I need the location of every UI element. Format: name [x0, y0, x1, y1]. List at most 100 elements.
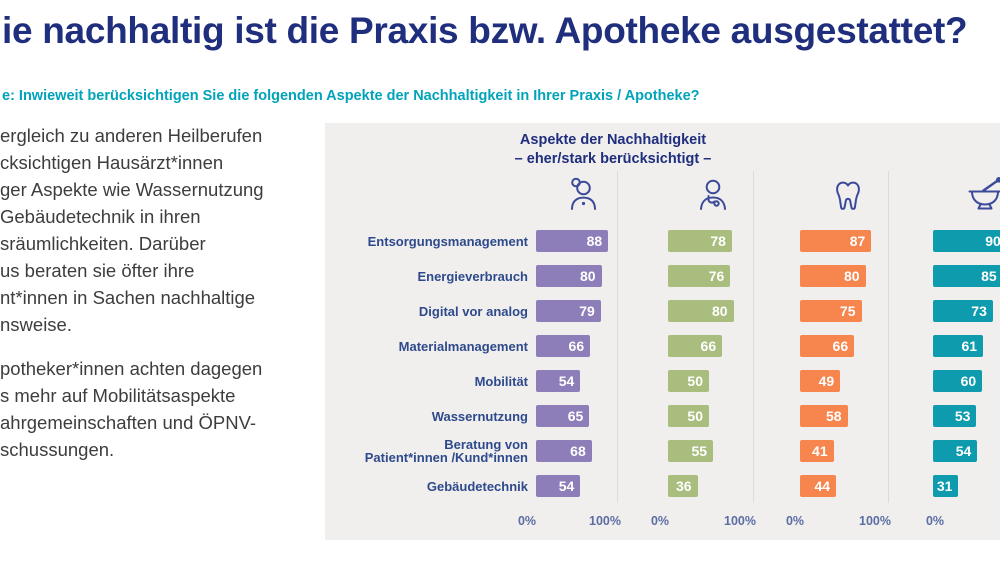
category-label: Wassernutzung [431, 408, 528, 424]
bar-track: 68 [536, 440, 618, 462]
bar-value-label: 66 [700, 338, 717, 354]
bar: 79 [536, 300, 601, 322]
table-row: Beratung von Patient*innen /Kund*innen 6… [325, 437, 1000, 465]
axis-tick-0pct: 0% [925, 514, 945, 528]
bar-track: 61 [933, 335, 1000, 357]
bar-value-label: 61 [961, 338, 978, 354]
chart-panel: Aspekte der Nachhaltigkeit – eher/stark … [325, 123, 1000, 540]
bar: 87 [800, 230, 872, 252]
bar-track: 36 [668, 475, 750, 497]
bar-value-label: 49 [818, 373, 835, 389]
axis-tick-0pct: 0% [517, 514, 537, 528]
mortar-pestle-icon [963, 175, 1000, 219]
bar-track: 31 [933, 475, 1000, 497]
category-label: Gebäudetechnik [426, 478, 528, 494]
bar-track: 90 [933, 230, 1000, 252]
page-title: ie nachhaltig ist die Praxis bzw. Apothe… [2, 10, 968, 51]
bar-value-label: 66 [832, 338, 849, 354]
bar: 78 [668, 230, 732, 252]
table-row: Mobilität 54 50 49 60 [325, 370, 1000, 392]
bar-track: 54 [536, 475, 618, 497]
bar-track: 78 [668, 230, 750, 252]
bar-track: 58 [800, 405, 882, 427]
bar: 88 [536, 230, 609, 252]
chart-title-line1: Aspekte der Nachhaltigkeit [519, 132, 707, 148]
bar-track: 79 [536, 300, 618, 322]
bar: 66 [668, 335, 723, 357]
bar-value-label: 73 [971, 303, 987, 319]
doctor-stethoscope-icon [691, 175, 735, 219]
table-row: Materialmanagement 66 66 66 61 [325, 335, 1000, 357]
bar: 73 [933, 300, 993, 322]
axis-tick-0pct: 0% [785, 514, 805, 528]
bar-value-label: 80 [712, 303, 728, 319]
bar-track: 50 [668, 370, 750, 392]
bar: 31 [933, 475, 959, 497]
bar-track: 49 [800, 370, 882, 392]
bar: 76 [668, 265, 731, 287]
commentary-line: sräumlichkeiten. Darüber [0, 233, 206, 254]
bar-value-label: 54 [558, 373, 575, 389]
bar: 41 [800, 440, 834, 462]
bar: 80 [536, 265, 602, 287]
bar-value-label: 87 [849, 233, 866, 249]
bar-value-label: 53 [954, 408, 971, 424]
commentary-line: ergleich zu anderen Heilberufen [0, 125, 263, 146]
chart-title-line2: – eher/stark berücksichtigt – [514, 151, 712, 167]
bar: 66 [536, 335, 591, 357]
commentary-line: ahrgemeinschaften und ÖPNV- [0, 412, 257, 433]
bar-track: 65 [536, 405, 618, 427]
commentary-line: nt*innen in Sachen nachhaltige [0, 287, 256, 308]
table-row: Energieverbrauch 80 76 80 85 [325, 265, 1000, 287]
bar: 65 [536, 405, 590, 427]
bar-value-label: 44 [814, 478, 831, 494]
bar-track: 88 [536, 230, 618, 252]
bar-value-label: 50 [687, 373, 703, 389]
bar-value-label: 31 [936, 478, 953, 494]
commentary-line: schussungen. [0, 439, 115, 460]
survey-question: e: Inwieweit berücksichtigen Sie die fol… [2, 88, 700, 104]
bar: 80 [668, 300, 734, 322]
commentary-line: s mehr auf Mobilitätsaspekte [0, 385, 236, 406]
category-label: Digital vor analog [418, 303, 528, 319]
axis-tick-100pct: 100% [859, 514, 891, 528]
bar: 85 [933, 265, 1000, 287]
commentary-line: us beraten sie öfter ihre [0, 260, 195, 281]
bar-value-label: 55 [691, 443, 708, 459]
bar-value-label: 88 [586, 233, 603, 249]
category-label: Mobilität [474, 373, 528, 389]
bar-track: 41 [800, 440, 882, 462]
bar-value-label: 80 [580, 268, 596, 284]
female-doctor-icon [561, 175, 605, 219]
bar-track: 54 [933, 440, 1000, 462]
bar-track: 54 [536, 370, 618, 392]
bar-value-label: 54 [558, 478, 575, 494]
bar-value-label: 75 [839, 303, 856, 319]
bar-track: 87 [800, 230, 882, 252]
commentary-paragraph-1: ergleich zu anderen Heilberufen cksichti… [0, 122, 320, 338]
bar-value-label: 68 [570, 443, 586, 459]
bar: 36 [668, 475, 698, 497]
tooth-icon [826, 175, 870, 219]
commentary-line: nsweise. [0, 314, 72, 335]
bar: 53 [933, 405, 977, 427]
bar-value-label: 54 [955, 443, 972, 459]
category-label: Energieverbrauch [417, 268, 528, 284]
bar-track: 50 [668, 405, 750, 427]
bar-value-label: 79 [579, 303, 595, 319]
bar: 61 [933, 335, 984, 357]
bar: 68 [536, 440, 592, 462]
bar-track: 85 [933, 265, 1000, 287]
category-label: Entsorgungsmanagement [367, 233, 528, 249]
bar-value-label: 66 [568, 338, 585, 354]
bar-value-label: 60 [960, 373, 977, 389]
bar-value-label: 36 [675, 478, 692, 494]
bar-value-label: 90 [985, 233, 1000, 249]
bar: 49 [800, 370, 841, 392]
axis-tick-100pct: 100% [589, 514, 621, 528]
category-label: Beratung von Patient*innen /Kund*innen [364, 437, 528, 465]
bar: 44 [800, 475, 837, 497]
bar-value-label: 58 [825, 408, 842, 424]
gridline-100pct [753, 171, 754, 503]
